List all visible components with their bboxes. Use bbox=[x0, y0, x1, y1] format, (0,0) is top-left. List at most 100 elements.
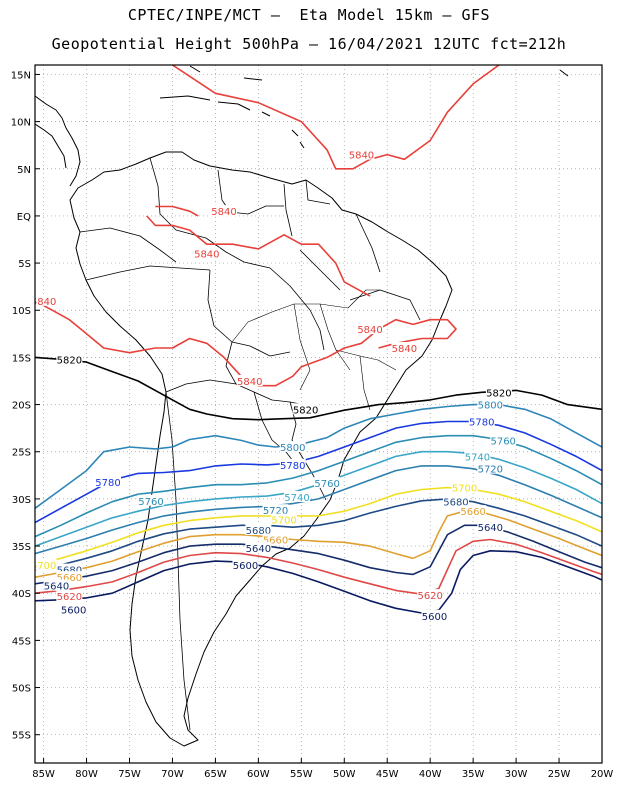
title-line-1: CPTEC/INPE/MCT – Eta Model 15km – GFS bbox=[127, 6, 491, 24]
lat-tick-label: 15S bbox=[12, 353, 31, 364]
contour-5680 bbox=[35, 498, 602, 571]
country-borders bbox=[79, 157, 421, 731]
contour-5660 bbox=[35, 510, 602, 578]
contour-label-5600: 5600 bbox=[61, 605, 86, 616]
contour-label-5840: 5840 bbox=[237, 377, 262, 388]
lat-tick-label: 25S bbox=[12, 448, 31, 459]
contour-label-5700: 5700 bbox=[452, 484, 477, 495]
contour-label-5760: 5760 bbox=[314, 479, 339, 490]
contour-label-5660: 5660 bbox=[57, 573, 82, 584]
contour-label-bg bbox=[468, 415, 495, 427]
contour-5600 bbox=[35, 550, 602, 614]
contour-label-bg bbox=[35, 558, 57, 570]
contour-label-bg bbox=[442, 495, 469, 507]
contour-label-5620: 5620 bbox=[57, 592, 82, 603]
contour-label-5740: 5740 bbox=[284, 493, 309, 504]
contour-label-bg bbox=[391, 341, 418, 353]
contour-label-bg bbox=[43, 579, 70, 591]
contour-label-5820: 5820 bbox=[57, 355, 82, 366]
contour-label-bg bbox=[477, 398, 504, 410]
lat-tick-label: 10S bbox=[12, 306, 31, 317]
contour-label-bg bbox=[279, 458, 306, 470]
contour-label-bg bbox=[490, 434, 517, 446]
lon-tick-label: 75W bbox=[118, 769, 141, 780]
lat-tick-label: 15N bbox=[11, 70, 31, 81]
contour-label-5840: 5840 bbox=[392, 344, 417, 355]
caribbean-islands bbox=[159, 65, 569, 149]
lon-tick-label: 65W bbox=[204, 769, 227, 780]
contour-label-5600: 5600 bbox=[422, 612, 447, 623]
lat-tick-label: 5N bbox=[17, 165, 31, 176]
contour-label-5600: 5600 bbox=[233, 561, 258, 572]
contour-label-5700: 5700 bbox=[271, 516, 296, 527]
contour-5640 bbox=[35, 524, 602, 585]
lat-tick-label: 20S bbox=[12, 401, 31, 412]
contour-lines bbox=[35, 65, 602, 614]
contour-label-bg bbox=[451, 481, 478, 493]
lon-tick-label: 50W bbox=[333, 769, 356, 780]
contour-label-5800: 5800 bbox=[280, 443, 305, 454]
contour-label-bg bbox=[421, 609, 448, 621]
contour-label-bg bbox=[137, 494, 164, 506]
map-frame bbox=[34, 64, 603, 764]
lon-tick-label: 20W bbox=[591, 769, 614, 780]
lon-tick-label: 80W bbox=[75, 769, 98, 780]
contour-label-5760: 5760 bbox=[138, 497, 163, 508]
contour-label-bg bbox=[56, 571, 83, 583]
contour-label-5740: 5740 bbox=[465, 452, 490, 463]
contour-label-bg bbox=[271, 513, 298, 525]
contour-label-bg bbox=[292, 403, 319, 415]
contour-label-5680: 5680 bbox=[246, 526, 271, 537]
contour-5840 bbox=[172, 65, 500, 170]
contour-label-5720: 5720 bbox=[263, 506, 288, 517]
lat-tick-label: 10N bbox=[11, 118, 31, 129]
contour-label-5720: 5720 bbox=[478, 465, 503, 476]
contour-label-5780: 5780 bbox=[95, 478, 120, 489]
contour-label-5760: 5760 bbox=[490, 436, 515, 447]
contour-label-bg bbox=[60, 603, 87, 615]
contour-label-bg bbox=[245, 524, 272, 536]
contour-label-5800: 5800 bbox=[478, 401, 503, 412]
lon-tick-label: 55W bbox=[290, 769, 313, 780]
contour-label-5840: 5840 bbox=[357, 325, 382, 336]
lat-tick-label: 50S bbox=[12, 684, 31, 695]
contour-labels: 5840 5840 5840 5840 5840 5840 5840 5820 5820 5820… bbox=[31, 148, 517, 623]
contour-label-bg bbox=[284, 491, 311, 503]
contour-label-bg bbox=[460, 505, 487, 517]
lon-tick-label: 45W bbox=[376, 769, 399, 780]
south-america-coastline bbox=[69, 151, 453, 747]
contour-label-5640: 5640 bbox=[478, 523, 503, 534]
lon-tick-label: 70W bbox=[161, 769, 184, 780]
contour-label-bg bbox=[417, 589, 444, 601]
contour-5720 bbox=[35, 465, 602, 555]
state-borders bbox=[231, 289, 397, 411]
contour-label-bg bbox=[357, 323, 384, 335]
lat-tick-label: 35S bbox=[12, 542, 31, 553]
contour-label-5700: 5700 bbox=[31, 561, 56, 572]
contour-label-bg bbox=[477, 462, 504, 474]
contour-label-bg bbox=[262, 504, 289, 516]
lon-tick-label: 60W bbox=[247, 769, 270, 780]
contour-label-5640: 5640 bbox=[246, 544, 271, 555]
lon-tick-label: 25W bbox=[548, 769, 571, 780]
contour-label-5840: 5840 bbox=[349, 151, 374, 162]
contour-label-5640: 5640 bbox=[44, 582, 69, 593]
contour-label-bg bbox=[236, 374, 263, 386]
contour-5840 bbox=[35, 300, 457, 387]
contour-label-bg bbox=[95, 475, 122, 487]
contour-label-bg bbox=[56, 563, 83, 575]
contour-label-5660: 5660 bbox=[460, 507, 485, 518]
lat-tick-label: 5S bbox=[18, 259, 31, 270]
contour-label-bg bbox=[232, 558, 259, 570]
contour-label-bg bbox=[314, 476, 341, 488]
axis-ticks: 15N 10N 5N EQ 5S 10S 15S 20S 25S 30S 35S 40S 45S 50S 5… bbox=[11, 70, 614, 780]
contour-label-5680: 5680 bbox=[57, 566, 82, 577]
contour-5620 bbox=[35, 538, 602, 595]
contour-label-bg bbox=[279, 441, 306, 453]
contour-label-bg bbox=[56, 590, 83, 602]
contour-label-5620: 5620 bbox=[417, 591, 442, 602]
contour-label-5660: 5660 bbox=[263, 535, 288, 546]
central-america-coastline bbox=[35, 95, 81, 187]
contour-label-bg bbox=[35, 294, 57, 306]
contour-label-5820: 5820 bbox=[486, 388, 511, 399]
